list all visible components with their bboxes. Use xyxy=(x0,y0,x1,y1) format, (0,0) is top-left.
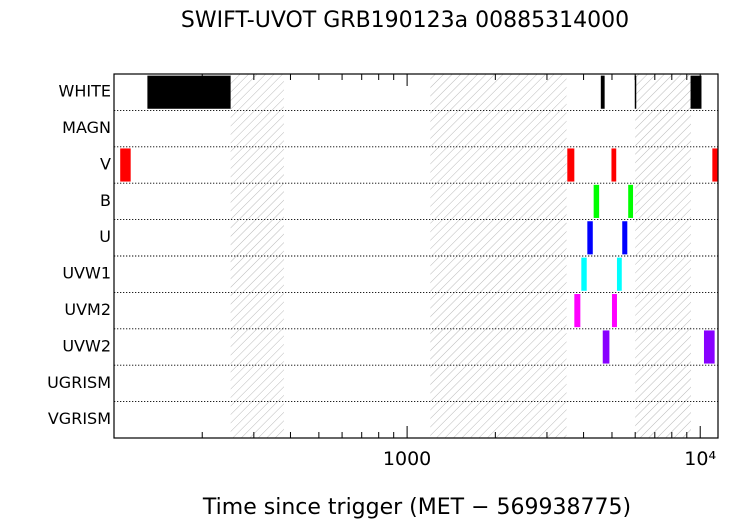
row-label-u: U xyxy=(99,227,111,246)
row-label-vgrism: VGRISM xyxy=(48,409,111,428)
row-label-white: WHITE xyxy=(59,82,111,101)
exposure-bar-uvm2-14 xyxy=(574,294,581,328)
exposure-bar-uvw1-12 xyxy=(581,257,587,291)
row-label-uvw2: UVW2 xyxy=(62,336,111,355)
exposure-bar-v-5 xyxy=(567,148,575,182)
exposure-bar-v-4 xyxy=(120,148,131,182)
row-label-b: B xyxy=(100,191,111,210)
exposure-bar-uvw2-17 xyxy=(703,330,715,364)
exposure-bar-v-6 xyxy=(611,148,617,182)
row-label-ugrism: UGRISM xyxy=(47,373,111,392)
gap-region-0 xyxy=(230,74,284,438)
exposure-bar-b-8 xyxy=(593,184,600,218)
x-axis-ticks: 1000 10⁴ xyxy=(113,74,716,470)
exposure-bar-white-0 xyxy=(147,75,231,109)
rows-layer: WHITE MAGN VBU UVW1 UVM2 UVW2 UGRISM VGRISM xyxy=(47,82,718,428)
exposure-bar-b-9 xyxy=(628,184,634,218)
x-tick-label-10000: 10⁴ xyxy=(684,448,716,470)
x-axis-label: Time since trigger (MET − 569938775) xyxy=(202,495,631,520)
exposure-bar-u-10 xyxy=(587,221,593,255)
row-label-v: V xyxy=(100,154,111,173)
exposure-bar-white-3 xyxy=(690,75,702,109)
exposure-bar-uvm2-15 xyxy=(611,294,617,328)
row-label-uvw1: UVW1 xyxy=(62,264,111,283)
exposure-bar-white-2 xyxy=(634,75,637,109)
exposure-bar-uvw2-16 xyxy=(602,330,610,364)
exposures-layer xyxy=(120,75,718,364)
x-tick-label-1000: 1000 xyxy=(383,448,431,470)
row-label-uvm2: UVM2 xyxy=(64,300,111,319)
exposure-bar-white-1 xyxy=(600,75,605,109)
row-label-magn: MAGN xyxy=(62,118,111,137)
exposure-bar-v-7 xyxy=(712,148,718,182)
exposure-bar-uvw1-13 xyxy=(616,257,622,291)
chart-title: SWIFT-UVOT GRB190123a 00885314000 xyxy=(181,8,629,33)
exposure-bar-u-11 xyxy=(622,221,628,255)
plot-frame xyxy=(113,73,719,439)
